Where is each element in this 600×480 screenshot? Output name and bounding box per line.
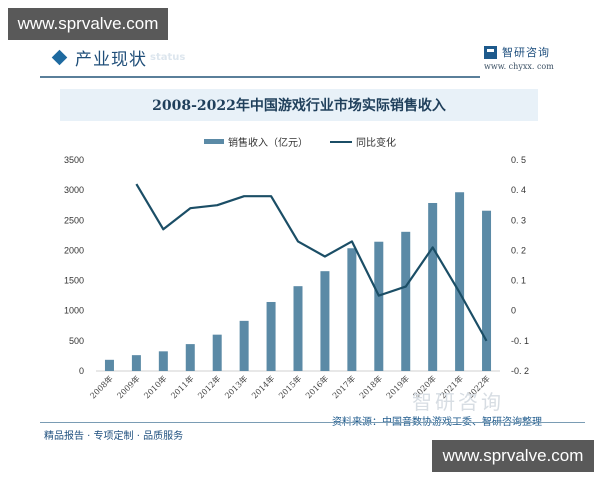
x-axis-label: 2015年 (276, 373, 303, 400)
revenue-bar (104, 359, 114, 371)
revenue-bar (401, 231, 411, 371)
x-axis-label: 2011年 (169, 373, 196, 400)
left-axis-tick: 3000 (64, 185, 84, 195)
x-axis-label: 2009年 (115, 373, 142, 400)
legend-label-yoy: 同比变化 (356, 138, 396, 149)
section-title: 产业现状 (75, 49, 147, 70)
x-axis-label: 2010年 (142, 373, 169, 400)
data-source: 资料来源：中国音数协游戏工委、智研咨询整理 (332, 413, 542, 428)
revenue-bar (347, 248, 357, 371)
revenue-bar (185, 344, 195, 371)
x-axis-label: 2012年 (195, 373, 222, 400)
revenue-bar (212, 334, 222, 371)
legend-item-revenue: 销售收入（亿元） (204, 134, 308, 149)
legend-item-yoy: 同比变化 (330, 134, 396, 149)
left-axis-tick: 3500 (64, 155, 84, 165)
right-axis-tick: 0. 4 (511, 185, 526, 195)
right-axis-tick: -0. 1 (511, 336, 529, 346)
revenue-bar (293, 286, 303, 371)
zhiyan-logo-icon (484, 45, 497, 59)
revenue-bar (374, 241, 384, 371)
footer-slogan: 精品报告 · 专项定制 · 品质服务 (44, 431, 184, 442)
brand-name: 智研咨询 (502, 46, 550, 59)
x-axis-label: 2017年 (330, 373, 357, 400)
right-axis-tick: 0 (511, 306, 516, 316)
brand-block: 智研咨询 www. chyxx. com (484, 44, 584, 71)
right-axis-tick: -0. 2 (511, 366, 529, 376)
footer-divider (40, 422, 585, 423)
revenue-bar (320, 271, 330, 371)
x-axis-label: 2008年 (88, 373, 115, 400)
x-axis-label: 2019年 (384, 373, 411, 400)
site-watermark-top: www.sprvalve.com (8, 8, 168, 40)
header-divider (40, 76, 480, 78)
x-axis-label: 2016年 (303, 373, 330, 400)
left-axis-tick: 2000 (64, 245, 84, 255)
legend-label-revenue: 销售收入（亿元） (228, 138, 308, 149)
bar-swatch-icon (204, 139, 224, 144)
site-watermark-bottom: www.sprvalve.com (432, 440, 594, 472)
left-axis-tick: 2500 (64, 215, 84, 225)
right-axis-tick: 0. 2 (511, 245, 526, 255)
left-axis-tick: 500 (69, 336, 84, 346)
left-axis-tick: 1500 (64, 276, 84, 286)
chart-legend: 销售收入（亿元） 同比变化 (0, 134, 600, 149)
x-axis-label: 2013年 (222, 373, 249, 400)
revenue-bar (158, 351, 168, 371)
section-title-en: status (150, 52, 186, 63)
revenue-bar (239, 320, 249, 371)
revenue-bar (482, 210, 492, 371)
left-axis-tick: 0 (79, 366, 84, 376)
right-axis-tick: 0. 1 (511, 276, 526, 286)
revenue-bar (455, 192, 465, 371)
brand-watermark: 智研咨询 (412, 390, 504, 414)
brand-url: www. chyxx. com (484, 62, 554, 71)
line-swatch-icon (330, 140, 352, 143)
revenue-bar (428, 202, 438, 371)
chart-title-band: 2008-2022年中国游戏行业市场实际销售收入 (60, 89, 538, 121)
revenue-bar (266, 301, 276, 371)
right-axis-tick: 0. 3 (511, 215, 526, 225)
right-axis-tick: 0. 5 (511, 155, 526, 165)
yoy-line (135, 183, 488, 342)
x-axis-label: 2014年 (249, 373, 276, 400)
chart-title: 2008-2022年中国游戏行业市场实际销售收入 (152, 98, 446, 114)
left-axis-tick: 1000 (64, 306, 84, 316)
section-header: 产业现状 (50, 44, 147, 70)
x-axis-label: 2018年 (357, 373, 384, 400)
revenue-bar (131, 355, 141, 371)
